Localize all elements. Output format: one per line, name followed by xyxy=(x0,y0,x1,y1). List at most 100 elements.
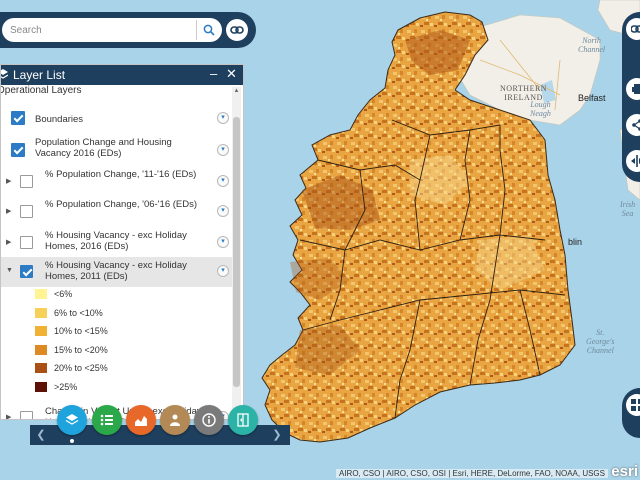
collapse-caret-icon[interactable]: ▼ xyxy=(6,267,13,274)
swipe-button[interactable] xyxy=(626,150,640,172)
lough-neagh-label: Lough Neagh xyxy=(530,100,551,118)
search-bar xyxy=(0,12,256,48)
layer-options-chevron-icon[interactable]: ▾ xyxy=(217,205,229,217)
irish-sea-label: Irish Sea xyxy=(620,200,636,218)
legend-tool-button[interactable] xyxy=(92,405,122,435)
active-tool-indicator xyxy=(70,439,74,443)
exit-icon xyxy=(237,413,249,427)
search-input[interactable] xyxy=(10,22,190,38)
legend-label: >25% xyxy=(54,381,78,392)
map-attribution: AIRO, CSO | AIRO, CSO, OSI | Esri, HERE,… xyxy=(336,469,608,478)
share-button[interactable] xyxy=(626,114,640,136)
layer-checkbox[interactable] xyxy=(20,265,33,278)
legend-item: 10% to <15% xyxy=(35,324,195,338)
info-tool-button[interactable] xyxy=(194,405,224,435)
legend-swatch xyxy=(35,381,47,392)
legend-item: 6% to <10% xyxy=(35,306,195,320)
legend-swatch xyxy=(35,326,47,336)
legend-swatch xyxy=(35,344,47,355)
legend-item: 20% to <25% xyxy=(35,361,195,375)
layer-list-tool-button[interactable] xyxy=(57,405,87,435)
layer-options-chevron-icon[interactable]: ▾ xyxy=(217,112,229,124)
link-icon xyxy=(631,25,640,33)
legend-list-icon xyxy=(100,414,113,426)
legend-label: 15% to <20% xyxy=(54,344,108,355)
layers-icon xyxy=(1,69,8,79)
layers-icon xyxy=(65,414,79,425)
expand-caret-icon[interactable]: ▶ xyxy=(6,239,12,246)
legend-label: 6% to <10% xyxy=(54,307,103,318)
expand-caret-icon[interactable]: ▶ xyxy=(6,414,12,420)
search-box xyxy=(2,18,222,42)
exit-tool-button[interactable] xyxy=(228,405,258,435)
share-link-button[interactable] xyxy=(226,19,248,41)
scroll-thumb[interactable] xyxy=(233,117,240,387)
layer-options-chevron-icon[interactable]: ▾ xyxy=(217,175,229,187)
toolbar-prev-icon[interactable]: ❮ xyxy=(36,429,46,441)
layer-row-boundaries[interactable]: Boundaries ▾ xyxy=(1,107,233,129)
layer-label: % Housing Vacancy - exc Holiday Homes, 2… xyxy=(45,230,187,252)
home-button[interactable] xyxy=(626,18,640,40)
legend-label: 20% to <25% xyxy=(54,363,108,373)
layer-checkbox[interactable] xyxy=(20,205,33,218)
layer-label: Change in Vacant Units - exc Holiday Hom… xyxy=(45,406,202,419)
layer-row-pop-change-06-16[interactable]: ▶ % Population Change, '06-'16 (EDs) ▾ xyxy=(1,197,233,225)
person-icon xyxy=(170,414,180,426)
layer-label: Boundaries xyxy=(35,114,84,125)
layer-list-panel: Layer List – ✕ Operational Layers Bounda… xyxy=(0,64,244,420)
dublin-label: blin xyxy=(568,237,583,247)
layer-row-vacancy-2011[interactable]: ▼ % Housing Vacancy - exc Holiday Homes,… xyxy=(1,257,233,287)
legend-label: 10% to <15% xyxy=(54,326,108,336)
legend-label: <6% xyxy=(54,289,73,299)
layer-list-header: Layer List – ✕ xyxy=(1,65,243,85)
layer-row-pop-change-11-16[interactable]: ▶ % Population Change, '11-'16 (EDs) ▾ xyxy=(1,167,233,195)
legend-swatch xyxy=(35,289,47,299)
layer-checkbox[interactable] xyxy=(20,411,33,419)
legend-swatch xyxy=(35,307,47,318)
swipe-icon xyxy=(631,155,640,167)
expand-caret-icon[interactable]: ▶ xyxy=(6,208,12,215)
layer-label: Population Change and Housing Vacancy 20… xyxy=(35,137,172,159)
north-channel-label: North Channel xyxy=(578,36,606,54)
st-georges-channel-label: St. George's Channel xyxy=(586,328,615,355)
legend-swatch xyxy=(35,363,47,373)
layer-checkbox[interactable] xyxy=(11,111,25,125)
layer-options-chevron-icon[interactable]: ▾ xyxy=(217,144,229,156)
scroll-up-arrow-icon[interactable]: ▲ xyxy=(233,88,240,94)
northern-ireland-label: NORTHERN IRELAND xyxy=(500,84,548,102)
layer-options-chevron-icon[interactable]: ▾ xyxy=(217,265,229,277)
layer-checkbox[interactable] xyxy=(20,236,33,249)
legend-item: >25% xyxy=(35,380,195,394)
link-icon xyxy=(230,26,244,34)
operational-layers-title: Operational Layers xyxy=(0,85,82,96)
grid-icon xyxy=(631,399,640,411)
layer-checkbox[interactable] xyxy=(11,143,25,157)
info-icon xyxy=(202,413,216,427)
panel-scrollbar[interactable]: ▲ ▼ xyxy=(232,87,241,417)
layer-label: % Population Change, '06-'16 (EDs) xyxy=(45,199,198,210)
esri-logo: esri xyxy=(611,463,638,480)
layer-label: % Population Change, '11-'16 (EDs) xyxy=(45,169,197,180)
close-button[interactable]: ✕ xyxy=(226,66,237,81)
panel-title: Layer List xyxy=(13,68,66,82)
expand-caret-icon[interactable]: ▶ xyxy=(6,178,12,185)
search-button[interactable] xyxy=(196,20,220,40)
layer-row-population-group[interactable]: Population Change and Housing Vacancy 20… xyxy=(1,135,233,165)
basemap-gallery-button[interactable] xyxy=(626,394,640,416)
print-icon xyxy=(632,84,640,94)
search-icon xyxy=(203,24,215,36)
layer-row-vacancy-2016[interactable]: ▶ % Housing Vacancy - exc Holiday Homes,… xyxy=(1,227,233,257)
toolbar-next-icon[interactable]: ❯ xyxy=(272,429,282,441)
minimize-button[interactable]: – xyxy=(210,66,218,81)
chart-tool-button[interactable] xyxy=(126,405,156,435)
about-tool-button[interactable] xyxy=(160,405,190,435)
layer-checkbox[interactable] xyxy=(20,175,33,188)
chart-icon xyxy=(135,416,147,426)
share-icon xyxy=(632,119,640,131)
legend-item: 15% to <20% xyxy=(35,343,195,357)
layer-label: % Housing Vacancy - exc Holiday Homes, 2… xyxy=(45,260,187,282)
legend-item: <6% xyxy=(35,287,195,301)
print-button[interactable] xyxy=(626,78,640,100)
layer-options-chevron-icon[interactable]: ▾ xyxy=(217,236,229,248)
belfast-label: Belfast xyxy=(578,93,606,103)
